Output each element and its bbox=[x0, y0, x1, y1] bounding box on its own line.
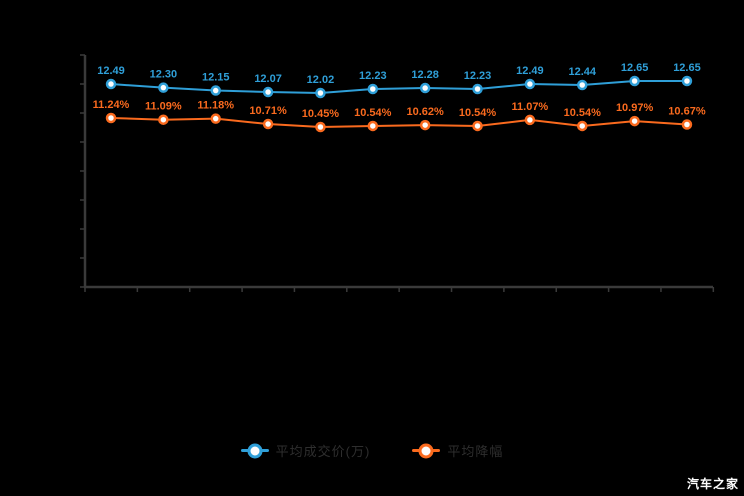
series-line-1 bbox=[110, 117, 688, 129]
data-point bbox=[472, 83, 483, 95]
data-point bbox=[315, 87, 326, 99]
data-point bbox=[472, 120, 483, 132]
data-label: 12.49 bbox=[516, 65, 544, 77]
data-label: 12.07 bbox=[254, 73, 282, 85]
data-label: 10.54% bbox=[354, 107, 392, 119]
legend-label-avg-price: 平均成交价(万) bbox=[275, 444, 371, 459]
data-label: 11.18% bbox=[197, 100, 234, 112]
data-label: 12.65 bbox=[673, 62, 701, 74]
data-point bbox=[158, 82, 169, 93]
data-label: 12.28 bbox=[411, 69, 439, 81]
data-label: 10.67% bbox=[668, 105, 706, 117]
data-point bbox=[262, 118, 274, 130]
data-point bbox=[105, 78, 117, 90]
data-label: 12.23 bbox=[464, 70, 492, 82]
data-point bbox=[681, 119, 693, 130]
data-label: 11.07% bbox=[512, 101, 549, 113]
data-label: 12.44 bbox=[568, 66, 596, 78]
data-point bbox=[210, 113, 221, 124]
data-point bbox=[262, 86, 274, 98]
data-point bbox=[419, 119, 431, 131]
data-point bbox=[576, 79, 588, 91]
data-label: 12.15 bbox=[202, 72, 230, 84]
data-point bbox=[419, 82, 431, 94]
data-label: 10.45% bbox=[302, 108, 340, 120]
data-label: 12.30 bbox=[150, 69, 178, 81]
data-point bbox=[576, 120, 588, 132]
data-label: 12.02 bbox=[307, 74, 335, 86]
orange-line-marker-icon bbox=[412, 443, 441, 458]
legend-item-avg-discount[interactable]: 平均降幅 bbox=[412, 441, 503, 460]
data-point bbox=[210, 85, 221, 96]
data-label: 10.62% bbox=[407, 106, 445, 118]
autohome-watermark: 汽车之家 bbox=[686, 477, 739, 491]
orange-ring-icon bbox=[418, 443, 434, 458]
data-point bbox=[158, 114, 169, 125]
data-label: 11.24% bbox=[93, 99, 130, 111]
data-point bbox=[367, 83, 379, 95]
data-point bbox=[315, 121, 326, 133]
data-point bbox=[524, 114, 536, 126]
data-label: 10.71% bbox=[249, 105, 287, 117]
data-point bbox=[629, 115, 640, 127]
data-point bbox=[629, 75, 640, 87]
data-point bbox=[367, 120, 379, 132]
data-point bbox=[524, 78, 536, 90]
legend-item-avg-price[interactable]: 平均成交价(万) bbox=[240, 441, 371, 460]
data-label: 10.54% bbox=[564, 107, 602, 119]
data-point bbox=[681, 75, 693, 87]
data-point bbox=[105, 112, 117, 124]
data-label: 12.23 bbox=[359, 70, 387, 82]
data-label: 12.49 bbox=[97, 65, 125, 77]
legend-label-avg-discount: 平均降幅 bbox=[447, 444, 504, 459]
blue-line-marker-icon bbox=[240, 443, 269, 458]
data-label: 10.54% bbox=[459, 107, 497, 119]
blue-ring-icon bbox=[247, 443, 263, 458]
data-label: 12.65 bbox=[621, 62, 649, 74]
data-label: 11.09% bbox=[145, 101, 182, 113]
chart-legend: 平均成交价(万) 平均降幅 bbox=[0, 441, 744, 460]
series-line-0 bbox=[110, 80, 687, 95]
data-label: 10.97% bbox=[616, 102, 654, 114]
